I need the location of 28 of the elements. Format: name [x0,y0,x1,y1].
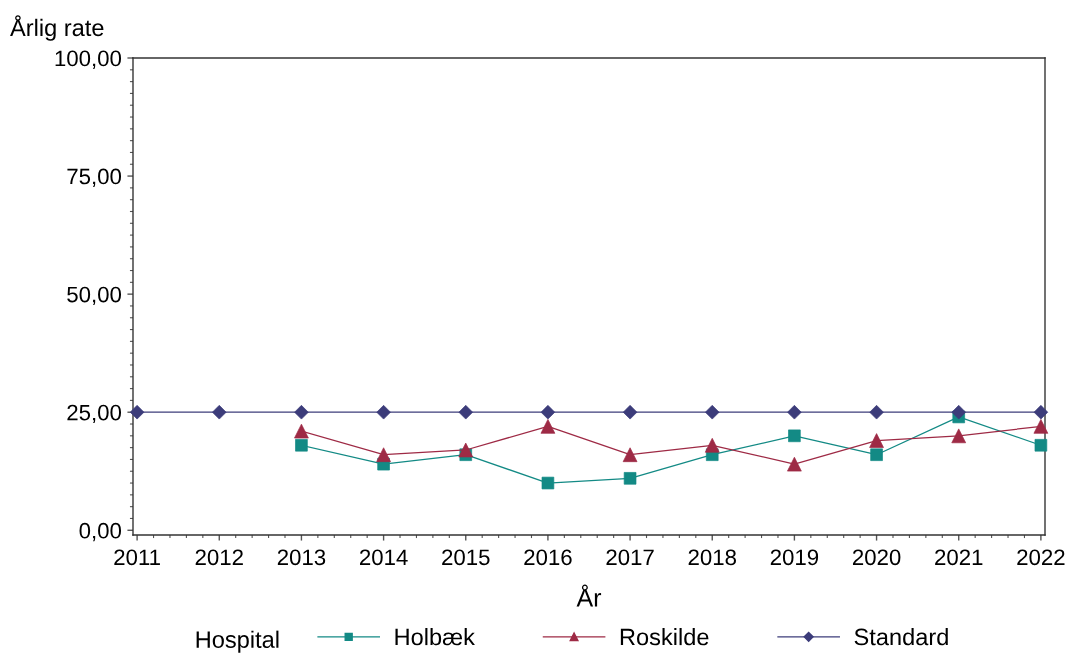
legend-label: Holbæk [395,627,475,646]
x-tick-label: 2019 [770,549,819,566]
y-tick-label: 0,00 [79,522,122,542]
point [376,404,391,420]
y-tick-label: 25,00 [67,404,122,424]
y-tick-label: 50,00 [67,286,122,306]
x-axis-title: År [576,584,602,607]
x-tick-label: 2014 [360,549,408,566]
x-tick-label: 2012 [195,549,243,566]
legend-label: Roskilde [620,627,709,646]
point [623,472,637,485]
legend-label: Standard [854,627,948,646]
x-tick-label: 2022 [1017,549,1065,566]
x-tick-label: 2016 [524,549,572,566]
x-tick-label: 2015 [442,549,490,566]
y-axis-title: Årlig rate [10,15,104,41]
point [869,404,884,420]
point [294,404,309,420]
x-tick-label: 2020 [852,549,901,566]
x-tick-label: 2021 [935,549,983,566]
x-tick-label: 2011 [114,549,160,566]
x-tick-label: 2017 [606,549,654,566]
y-tick-label: 75,00 [67,168,122,187]
x-tick-label: 2018 [688,549,736,566]
x-tick-label: 2013 [277,549,326,566]
y-tick-label: 100,00 [55,50,122,69]
legend-title: Hospital [196,630,279,653]
point [1034,439,1048,452]
